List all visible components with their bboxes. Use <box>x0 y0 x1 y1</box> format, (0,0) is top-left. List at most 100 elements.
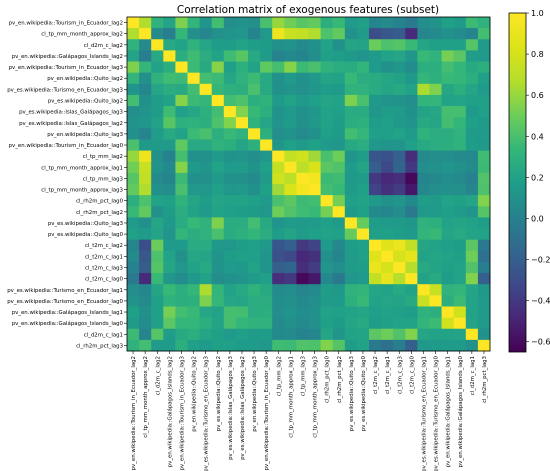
heatmap-cell <box>477 72 491 85</box>
plot-frame <box>126 16 491 352</box>
x-tick-label: cl_tp_mm_month_approx_lag3 <box>313 356 319 438</box>
heatmap-cell <box>320 139 334 151</box>
heatmap-cell <box>308 106 321 118</box>
x-tick-label: pv_en.wikipedia::Tourism_in_Ecuador_lag2 <box>131 356 137 470</box>
heatmap-cell <box>429 339 442 352</box>
heatmap-cell <box>356 150 370 163</box>
heatmap-cell <box>151 261 164 274</box>
heatmap-cell <box>405 172 418 185</box>
heatmap-cell <box>405 317 418 330</box>
heatmap-cell <box>260 128 273 140</box>
heatmap-cell <box>308 195 321 207</box>
heatmap-cell <box>417 172 430 185</box>
heatmap-cell <box>465 50 479 62</box>
heatmap-cell <box>320 228 334 241</box>
heatmap-cell <box>248 284 261 296</box>
heatmap-cell <box>393 273 406 285</box>
heatmap-cell <box>465 273 479 285</box>
heatmap-cell <box>441 284 455 296</box>
heatmap-cell <box>199 273 213 285</box>
heatmap-cell <box>308 339 321 352</box>
heatmap-cell <box>381 295 394 307</box>
heatmap-cell <box>369 150 382 163</box>
heatmap-cell <box>308 306 321 318</box>
heatmap-cell <box>344 261 358 274</box>
heatmap-cell <box>211 184 225 196</box>
heatmap-cell <box>441 206 455 218</box>
heatmap-cell <box>187 273 200 285</box>
heatmap-cell <box>356 195 370 207</box>
heatmap-cell <box>248 195 261 207</box>
heatmap-cell <box>151 273 164 285</box>
heatmap-cells <box>127 17 491 352</box>
heatmap-cell <box>369 139 382 151</box>
heatmap-cell <box>381 217 394 229</box>
heatmap-cell <box>127 317 140 330</box>
heatmap-cell <box>429 150 442 163</box>
heatmap-cell <box>235 339 249 352</box>
heatmap-cell <box>429 306 442 318</box>
heatmap-cell <box>381 328 394 341</box>
heatmap-cell <box>441 306 455 318</box>
heatmap-cell <box>405 72 418 85</box>
heatmap-cell <box>187 172 200 185</box>
heatmap-cell <box>151 117 164 129</box>
heatmap-cell <box>211 306 225 318</box>
heatmap-cell <box>332 284 346 296</box>
y-tick-label: pv_en.wikipedia::Galápagos_Islands_lag2 <box>12 53 123 60</box>
heatmap-cell <box>187 206 200 218</box>
heatmap-cell <box>163 94 176 107</box>
heatmap-cell <box>441 328 455 341</box>
x-tick-label: pv_es.wikipedia::Islas_Galápagos_lag3 <box>227 356 234 460</box>
heatmap-cell <box>393 172 406 185</box>
heatmap-cell <box>477 161 491 174</box>
heatmap-cell <box>441 239 455 252</box>
heatmap-cell <box>417 228 430 241</box>
heatmap-cell <box>235 239 249 252</box>
heatmap-cell <box>211 128 225 140</box>
heatmap-cell <box>344 273 358 285</box>
heatmap-cell <box>272 172 285 185</box>
heatmap-cell <box>248 250 261 263</box>
heatmap-cell <box>369 94 382 107</box>
heatmap-cell <box>235 128 249 140</box>
heatmap-cell <box>453 39 467 51</box>
heatmap-cell <box>284 172 297 185</box>
heatmap-cell <box>151 50 164 62</box>
heatmap-cell <box>139 261 152 274</box>
heatmap-cell <box>477 217 491 229</box>
heatmap-cell <box>381 83 394 96</box>
heatmap-cell <box>127 128 140 140</box>
heatmap-cell <box>429 61 442 74</box>
colorbar-tick-label: 0.6 <box>531 91 544 100</box>
heatmap-cell <box>369 261 382 274</box>
heatmap-cell <box>429 206 442 218</box>
heatmap-cell <box>296 261 309 274</box>
heatmap-cell <box>260 250 273 263</box>
heatmap-cell <box>429 94 442 107</box>
heatmap-cell <box>187 39 200 51</box>
heatmap-cell <box>477 172 491 185</box>
heatmap-cell <box>284 217 297 229</box>
heatmap-cell <box>477 128 491 140</box>
heatmap-cell <box>260 161 273 174</box>
heatmap-cell <box>248 72 261 85</box>
heatmap-cell <box>429 50 442 62</box>
heatmap-cell <box>127 284 140 296</box>
heatmap-cell <box>477 184 491 196</box>
heatmap-cell <box>211 261 225 274</box>
heatmap-cell <box>465 261 479 274</box>
heatmap-cell <box>320 284 334 296</box>
heatmap-cell <box>465 284 479 296</box>
heatmap-cell <box>235 39 249 51</box>
heatmap-cell <box>175 28 188 40</box>
heatmap-cell <box>369 83 382 96</box>
heatmap-cell <box>235 72 249 85</box>
heatmap-cell <box>344 150 358 163</box>
heatmap-cell <box>465 128 479 140</box>
heatmap-cell <box>405 228 418 241</box>
heatmap-cell <box>187 61 200 74</box>
heatmap-cell <box>441 273 455 285</box>
heatmap-cell <box>393 83 406 96</box>
heatmap-cell <box>163 195 176 207</box>
